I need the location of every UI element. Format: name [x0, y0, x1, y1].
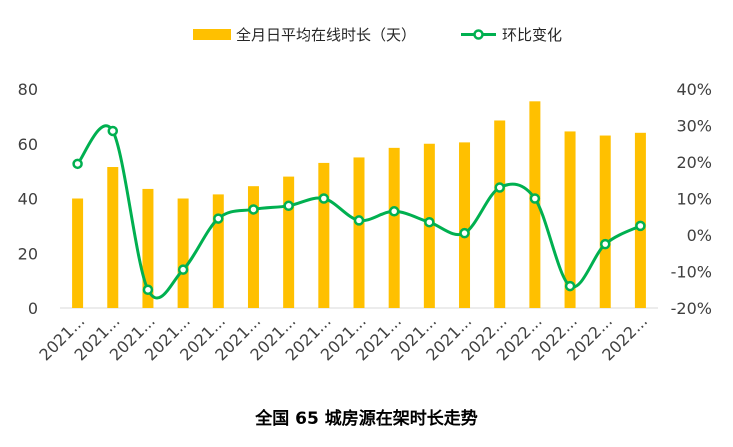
left-axis: 0 20 40 60 80 — [18, 80, 38, 318]
legend-swatch-marker — [473, 29, 484, 40]
left-axis-tick: 80 — [18, 80, 38, 99]
bar — [212, 194, 224, 308]
x-axis-labels: 2021...2021...2021...2021...2021...2021.… — [35, 311, 651, 364]
line-point — [599, 238, 611, 250]
bar — [529, 101, 541, 308]
legend: 全月日平均在线时长（天） 环比变化 — [193, 26, 562, 44]
right-axis-tick: 10% — [676, 190, 712, 209]
right-axis-tick: 40% — [676, 80, 712, 99]
chart-title: 全国 65 城房源在架时长走势 — [255, 409, 478, 429]
line-point — [494, 182, 505, 193]
line-point — [635, 220, 646, 232]
right-axis-tick: -10% — [671, 263, 712, 282]
legend-swatch-bar — [193, 29, 231, 40]
bar — [177, 198, 189, 308]
line-point — [353, 215, 365, 226]
bar — [388, 147, 400, 308]
bar — [494, 120, 506, 308]
bar — [459, 142, 471, 308]
bar — [634, 132, 646, 308]
bar — [564, 131, 576, 308]
left-axis-tick: 40 — [18, 190, 38, 209]
left-axis-tick: 0 — [28, 299, 38, 318]
bar — [72, 198, 84, 308]
right-axis: -20% -10% 0% 10% 20% 30% 40% — [671, 80, 712, 318]
line-point — [459, 227, 470, 239]
right-axis-tick: 0% — [687, 226, 712, 245]
line-point — [529, 193, 541, 204]
bar — [599, 135, 611, 308]
line-point — [283, 200, 294, 212]
bar — [142, 188, 154, 308]
line-point — [248, 204, 259, 215]
bar — [107, 167, 119, 308]
bar — [283, 176, 295, 308]
bar — [247, 186, 259, 308]
line-point — [388, 206, 400, 217]
bar — [318, 162, 330, 308]
left-axis-tick: 20 — [18, 244, 38, 263]
line-point — [318, 193, 330, 204]
left-axis-tick: 60 — [18, 135, 38, 154]
line-point — [107, 125, 119, 137]
line-point — [213, 213, 224, 224]
right-axis-tick: 20% — [676, 153, 712, 172]
line-point — [564, 280, 576, 292]
right-axis-tick: 30% — [676, 117, 712, 136]
line-series-points — [72, 125, 646, 295]
line-point — [142, 284, 154, 295]
line-point — [72, 158, 83, 170]
right-axis-tick: -20% — [671, 299, 712, 318]
bar-series — [72, 101, 646, 308]
line-point — [424, 216, 435, 228]
line-point — [177, 264, 189, 275]
legend-label-line: 环比变化 — [502, 26, 562, 44]
bar — [353, 157, 365, 308]
legend-label-bar: 全月日平均在线时长（天） — [236, 26, 416, 44]
